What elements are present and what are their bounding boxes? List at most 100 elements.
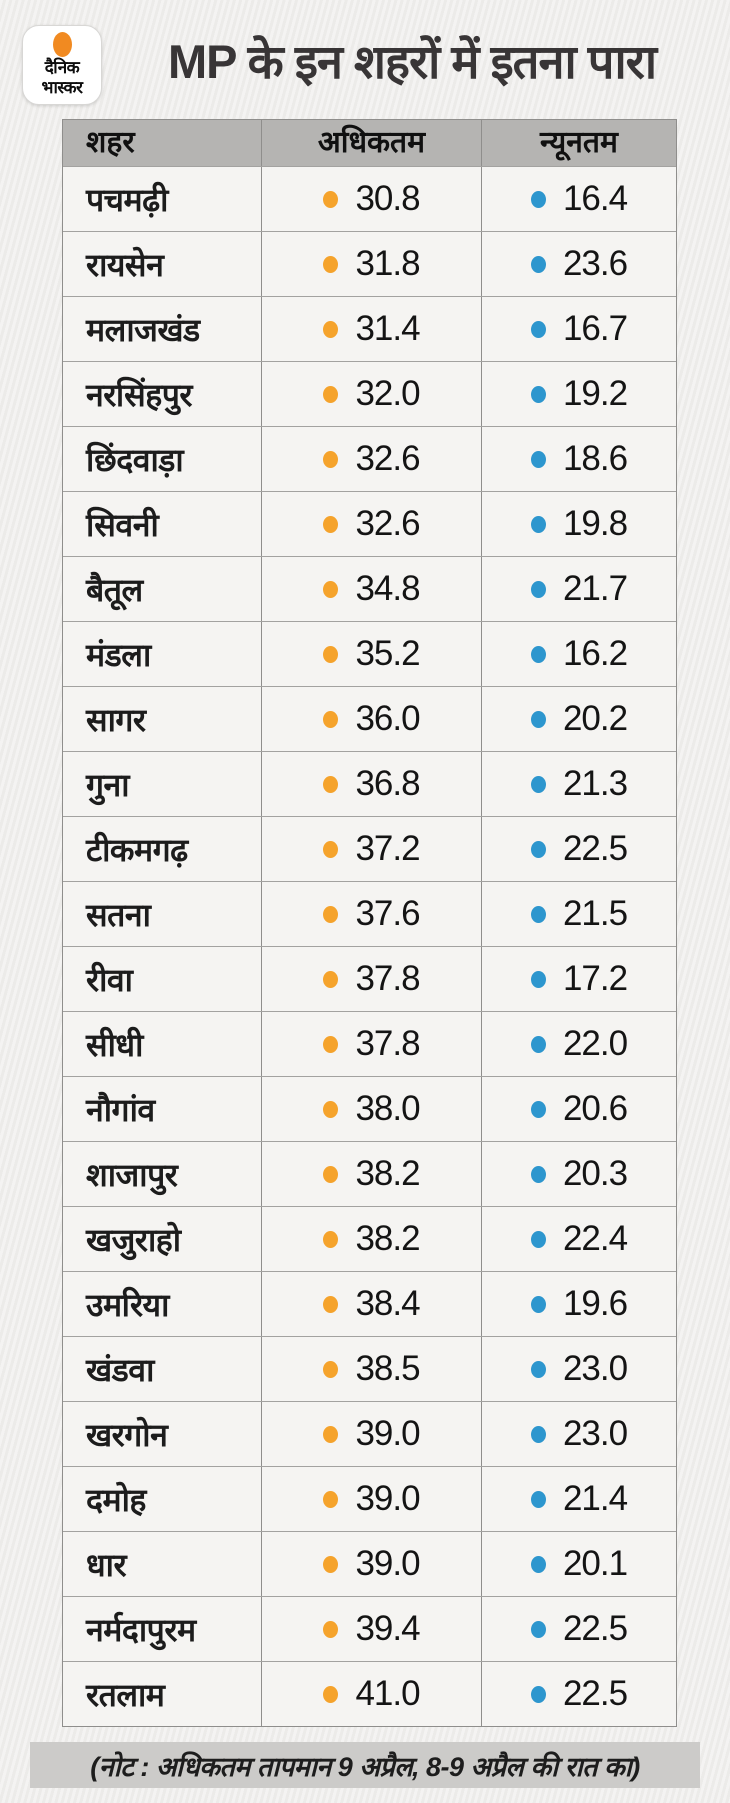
city-name: बैतूल bbox=[86, 571, 143, 608]
table-row: नौगांव 38.0 20.6 bbox=[63, 1076, 676, 1141]
min-temp-cell: 21.7 bbox=[481, 557, 676, 621]
min-dot-icon bbox=[530, 905, 546, 923]
city-name: टीकमगढ़ bbox=[86, 831, 188, 868]
max-temp-cell: 38.0 bbox=[261, 1077, 481, 1141]
min-dot-icon bbox=[530, 970, 546, 988]
min-temp-cell: 22.5 bbox=[481, 1597, 676, 1661]
city-name: धार bbox=[86, 1546, 127, 1583]
table-row: सिवनी 32.6 19.8 bbox=[63, 491, 676, 556]
min-temp-value: 16.7 bbox=[562, 309, 628, 348]
temperature-table: शहर अधिकतम न्यूनतम पचमढ़ी 30.8 16.4 रायसेन 3… bbox=[62, 119, 677, 1727]
min-dot-icon bbox=[530, 1035, 546, 1053]
table-row: रायसेन 31.8 23.6 bbox=[63, 231, 676, 296]
city-name: खजुराहो bbox=[86, 1221, 181, 1258]
min-temp-cell: 16.7 bbox=[481, 297, 676, 361]
table-row: मलाजखंड 31.4 16.7 bbox=[63, 296, 676, 361]
max-temp-cell: 39.4 bbox=[261, 1597, 481, 1661]
page-title: MP के इन शहरों में इतना पारा bbox=[167, 35, 657, 88]
max-temp-value: 37.8 bbox=[355, 959, 420, 998]
min-temp-value: 22.5 bbox=[562, 829, 628, 868]
min-temp-cell: 20.2 bbox=[481, 687, 676, 751]
min-dot-icon bbox=[530, 1425, 546, 1443]
max-temp-value: 41.0 bbox=[355, 1674, 420, 1713]
max-dot-icon bbox=[323, 450, 339, 468]
max-temp-value: 37.6 bbox=[355, 894, 420, 933]
max-temp-cell: 38.4 bbox=[261, 1272, 481, 1336]
table-row: खंडवा 38.5 23.0 bbox=[63, 1336, 676, 1401]
city-name: खरगोन bbox=[86, 1416, 168, 1453]
min-dot-icon bbox=[530, 1165, 546, 1183]
max-temp-cell: 38.2 bbox=[261, 1142, 481, 1206]
logo-text-line1: दैनिक bbox=[44, 58, 80, 77]
dainik-bhaskar-logo: दैनिक भास्कर bbox=[22, 25, 102, 105]
min-dot-icon bbox=[530, 190, 546, 208]
min-temp-cell: 23.0 bbox=[481, 1337, 676, 1401]
min-temp-cell: 19.6 bbox=[481, 1272, 676, 1336]
table-row: सागर 36.0 20.2 bbox=[63, 686, 676, 751]
table-row: पचमढ़ी 30.8 16.4 bbox=[63, 166, 676, 231]
max-dot-icon bbox=[323, 1685, 339, 1703]
min-temp-cell: 19.8 bbox=[481, 492, 676, 556]
max-temp-value: 38.0 bbox=[355, 1089, 420, 1128]
max-dot-icon bbox=[323, 775, 339, 793]
city-name: खंडवा bbox=[86, 1351, 154, 1388]
min-temp-cell: 23.0 bbox=[481, 1402, 676, 1466]
max-dot-icon bbox=[323, 905, 339, 923]
city-name: रीवा bbox=[86, 961, 133, 998]
min-dot-icon bbox=[530, 710, 546, 728]
table-row: उमरिया 38.4 19.6 bbox=[63, 1271, 676, 1336]
min-dot-icon bbox=[530, 580, 546, 598]
min-temp-value: 20.2 bbox=[562, 699, 628, 738]
logo-text-line2: भास्कर bbox=[41, 78, 83, 97]
max-temp-value: 32.0 bbox=[355, 374, 420, 413]
max-temp-value: 30.8 bbox=[355, 179, 420, 218]
min-dot-icon bbox=[530, 515, 546, 533]
table-row: सतना 37.6 21.5 bbox=[63, 881, 676, 946]
max-temp-value: 39.4 bbox=[355, 1609, 420, 1648]
min-temp-value: 18.6 bbox=[562, 439, 628, 478]
city-name: नरसिंहपुर bbox=[86, 376, 193, 413]
column-header-min: न्यूनतम bbox=[481, 120, 676, 166]
city-name: रायसेन bbox=[86, 246, 164, 283]
table-row: दमोह 39.0 21.4 bbox=[63, 1466, 676, 1531]
max-temp-cell: 31.4 bbox=[261, 297, 481, 361]
table-row: मंडला 35.2 16.2 bbox=[63, 621, 676, 686]
min-temp-cell: 17.2 bbox=[481, 947, 676, 1011]
max-dot-icon bbox=[323, 970, 339, 988]
footnote: (नोट : अधिकतम तापमान 9 अप्रैल, 8-9 अप्रै… bbox=[30, 1742, 700, 1788]
min-dot-icon bbox=[530, 1295, 546, 1313]
min-temp-value: 22.4 bbox=[562, 1219, 628, 1258]
max-dot-icon bbox=[323, 1490, 339, 1508]
min-dot-icon bbox=[530, 1360, 546, 1378]
min-temp-value: 22.5 bbox=[562, 1609, 628, 1648]
max-dot-icon bbox=[323, 1425, 339, 1443]
city-name: सीधी bbox=[86, 1026, 143, 1063]
table-row: नरसिंहपुर 32.0 19.2 bbox=[63, 361, 676, 426]
city-name: शाजापुर bbox=[86, 1156, 178, 1193]
min-temp-value: 23.0 bbox=[562, 1414, 628, 1453]
max-temp-cell: 32.6 bbox=[261, 492, 481, 556]
city-name: सिवनी bbox=[86, 506, 159, 543]
max-dot-icon bbox=[323, 710, 339, 728]
min-dot-icon bbox=[530, 1230, 546, 1248]
max-temp-value: 38.5 bbox=[355, 1349, 420, 1388]
min-temp-value: 20.3 bbox=[562, 1154, 628, 1193]
table-row: खरगोन 39.0 23.0 bbox=[63, 1401, 676, 1466]
max-temp-value: 32.6 bbox=[355, 439, 420, 478]
sun-icon bbox=[52, 32, 72, 57]
max-temp-cell: 39.0 bbox=[261, 1467, 481, 1531]
max-temp-cell: 37.2 bbox=[261, 817, 481, 881]
max-temp-cell: 34.8 bbox=[261, 557, 481, 621]
max-temp-cell: 38.2 bbox=[261, 1207, 481, 1271]
min-temp-value: 16.4 bbox=[562, 179, 628, 218]
max-temp-cell: 39.0 bbox=[261, 1402, 481, 1466]
city-name: सागर bbox=[86, 701, 146, 738]
table-row: बैतूल 34.8 21.7 bbox=[63, 556, 676, 621]
min-dot-icon bbox=[530, 1490, 546, 1508]
min-temp-cell: 20.1 bbox=[481, 1532, 676, 1596]
table-row: रतलाम 41.0 22.5 bbox=[63, 1661, 676, 1726]
min-temp-value: 20.1 bbox=[562, 1544, 628, 1583]
min-temp-value: 21.5 bbox=[562, 894, 628, 933]
max-temp-value: 31.4 bbox=[355, 309, 420, 348]
min-temp-cell: 16.4 bbox=[481, 167, 676, 231]
